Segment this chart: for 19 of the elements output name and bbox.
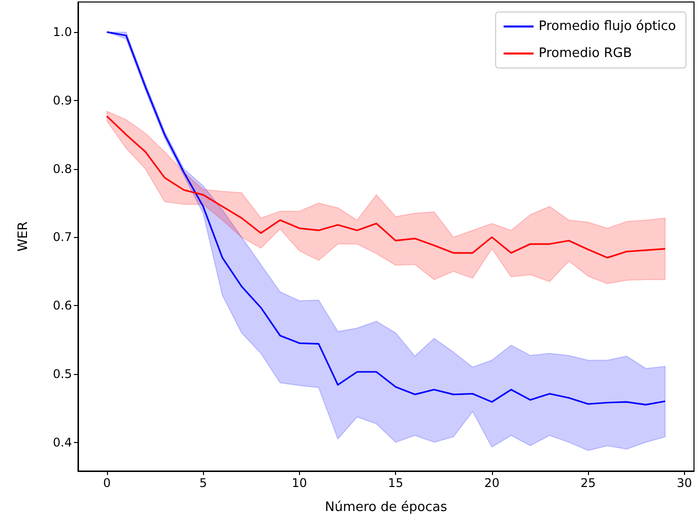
y-tick-label: 0.4 [52, 435, 72, 450]
x-tick-label: 30 [676, 476, 692, 490]
y-tick-label: 0.9 [52, 93, 72, 108]
x-tick-label: 20 [484, 476, 500, 490]
y-axis-title: WER [16, 221, 31, 252]
y-tick-label: 0.6 [52, 298, 72, 313]
line-series [106, 115, 666, 258]
legend-label: Promedio RGB [538, 46, 632, 61]
y-tick-label: 0.5 [52, 366, 72, 381]
y-tick-label: 0.7 [52, 230, 72, 244]
legend-label: Promedio flujo óptico [538, 19, 676, 34]
x-tick-label: 5 [199, 476, 207, 490]
y-tick-label: 1.0 [52, 25, 72, 40]
x-tick-label: 25 [580, 476, 596, 490]
x-tick-label: 0 [103, 476, 111, 490]
y-tick-label: 0.8 [52, 162, 72, 176]
x-tick-label: 15 [388, 476, 404, 490]
x-tick-label: 10 [292, 476, 308, 490]
x-axis-title: Número de épocas [324, 500, 448, 515]
